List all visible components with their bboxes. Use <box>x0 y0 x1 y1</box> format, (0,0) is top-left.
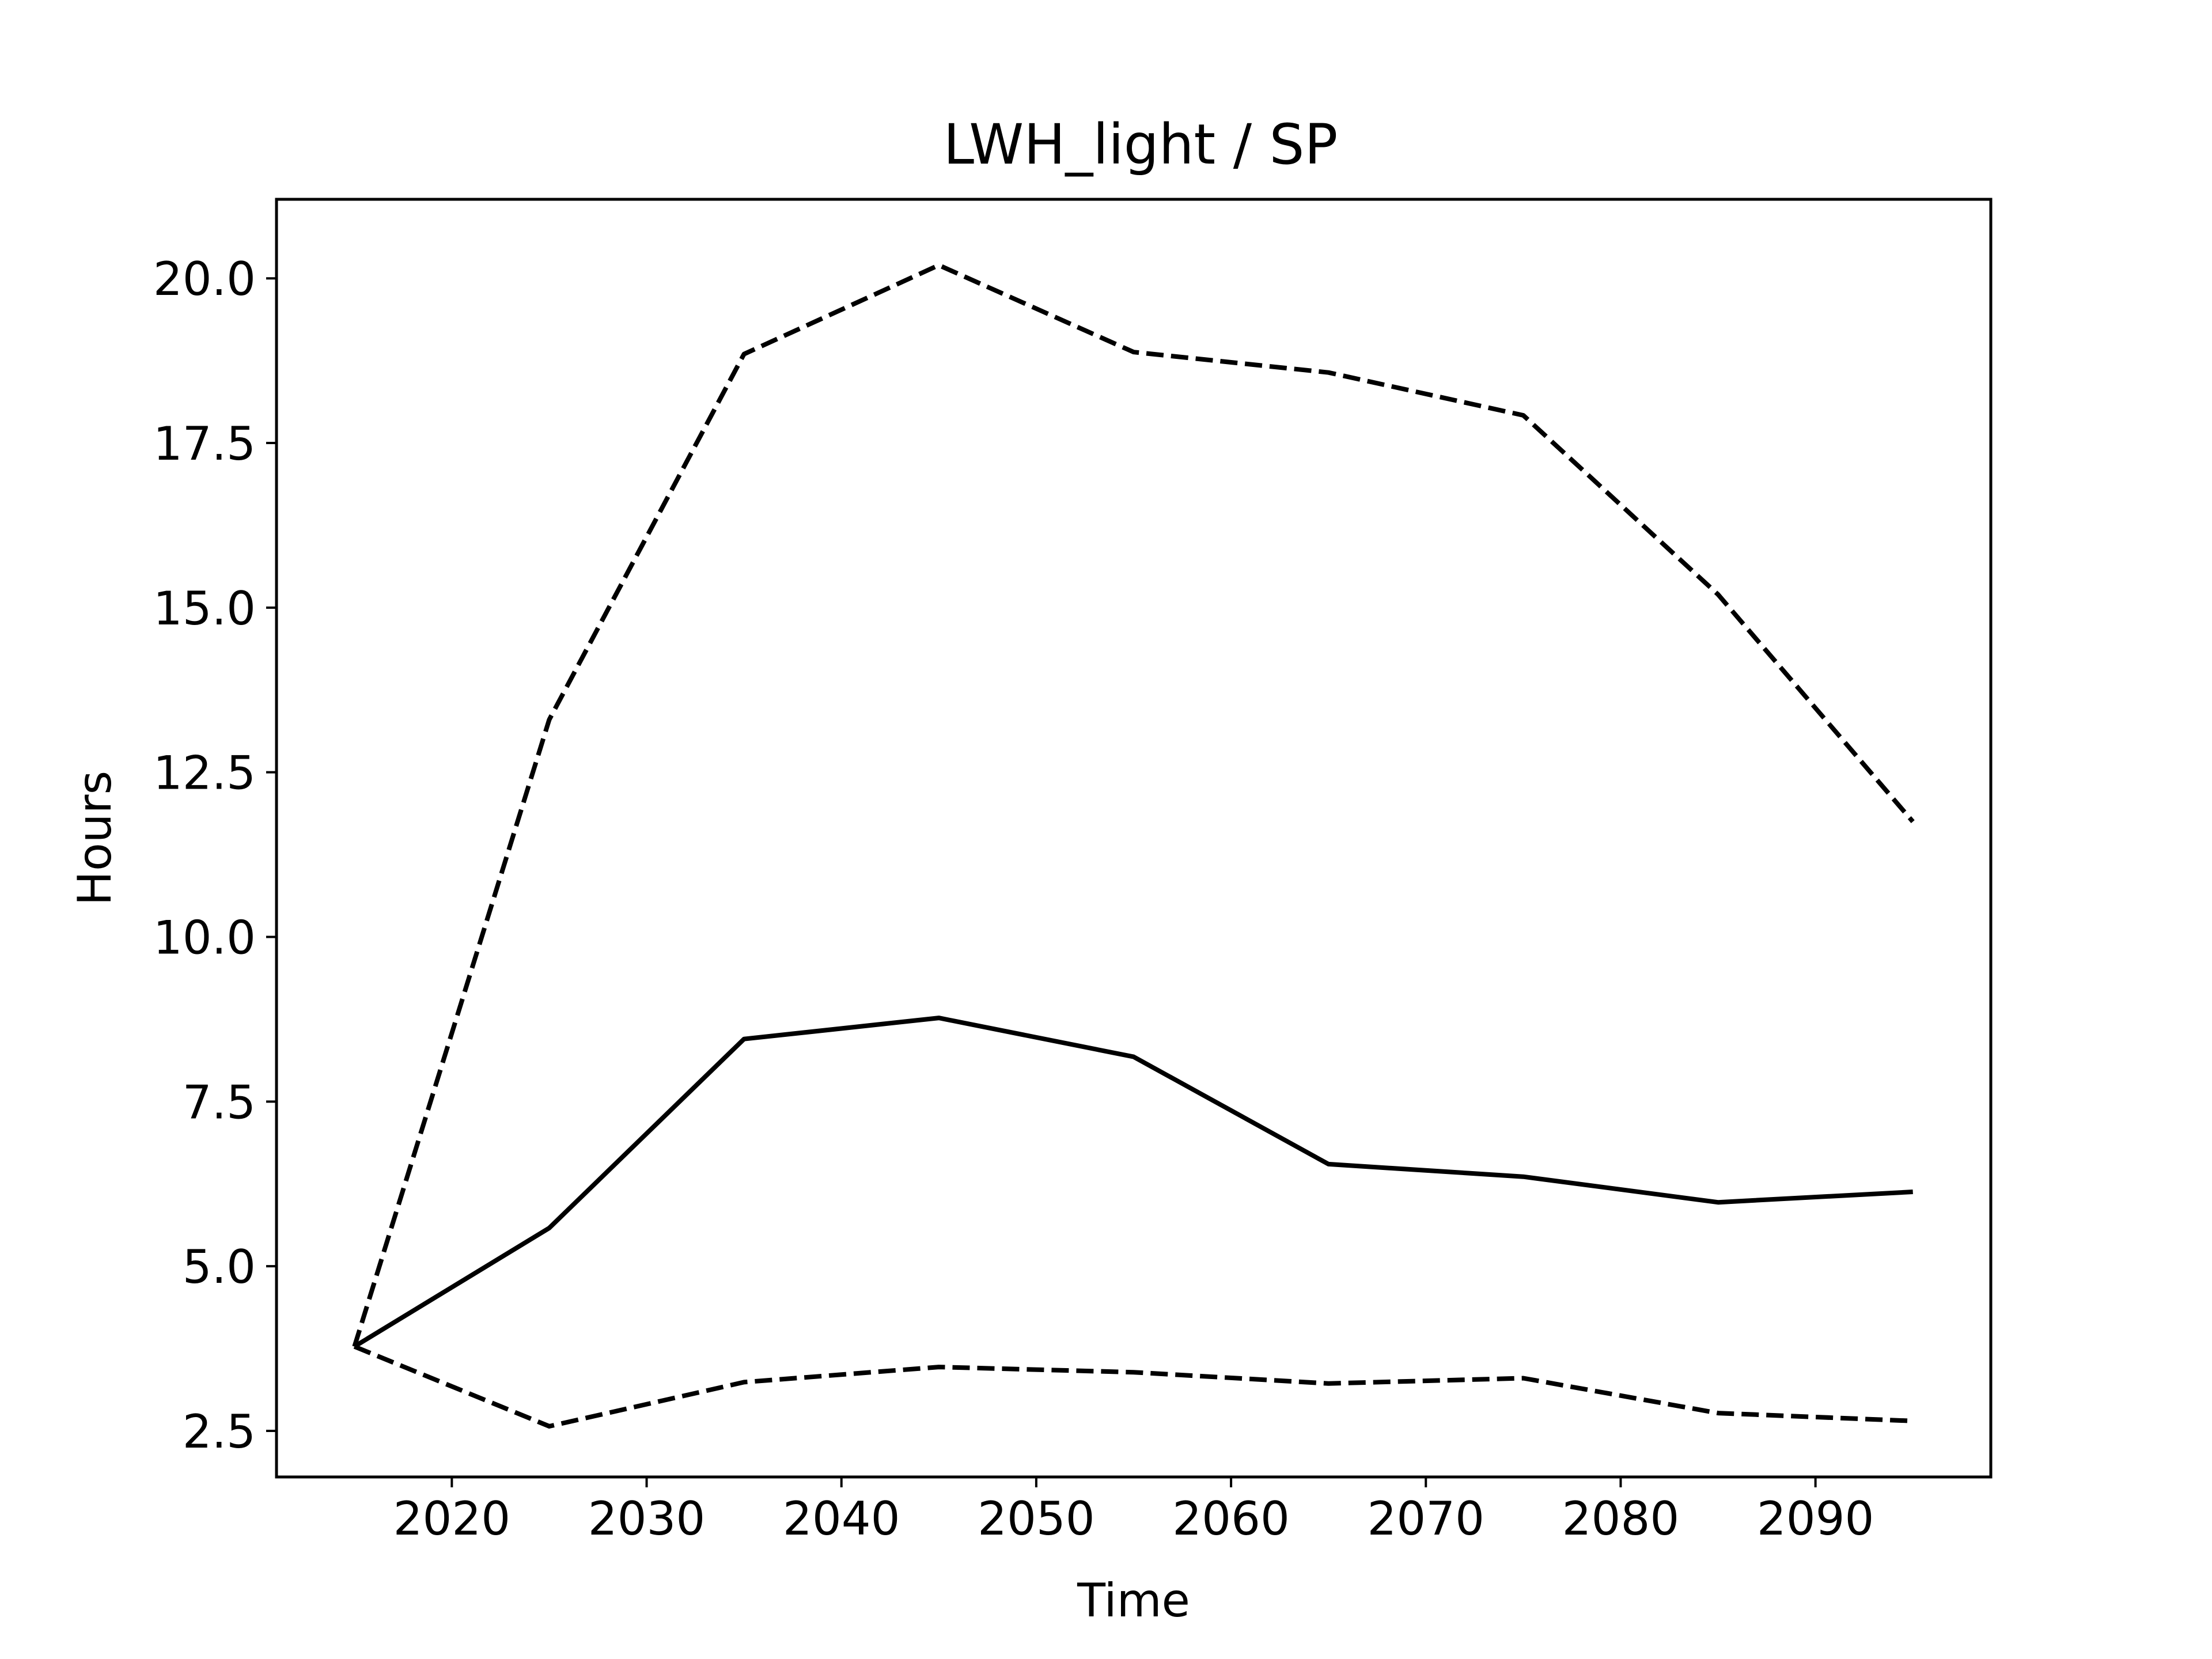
plot-frame <box>275 198 1993 1479</box>
x-tick-label: 2070 <box>1367 1492 1484 1546</box>
y-tick-label: 10.0 <box>153 911 256 964</box>
series-line-1 <box>353 1016 1913 1349</box>
x-axis-ticks: 2020 2030 2040 2050 2060 2070 2080 2090 <box>393 1477 1874 1546</box>
series-line-2 <box>353 1344 1913 1429</box>
y-tick-label: 5.0 <box>183 1240 256 1294</box>
x-tick-label: 2020 <box>393 1492 511 1546</box>
y-axis-label: Hours <box>68 771 122 906</box>
y-axis-ticks: 2.5 5.0 7.5 10.0 12.5 15.0 17.5 20.0 <box>153 252 276 1459</box>
x-tick-label: 2080 <box>1562 1492 1680 1546</box>
x-tick-label: 2050 <box>978 1492 1095 1546</box>
y-tick-label: 7.5 <box>183 1075 256 1129</box>
series-layer <box>352 263 1915 1429</box>
x-tick-label: 2040 <box>783 1492 900 1546</box>
y-tick-label: 12.5 <box>153 747 256 800</box>
y-tick-label: 20.0 <box>153 252 256 306</box>
chart-title: LWH_light / SP <box>944 112 1338 177</box>
x-tick-label: 2030 <box>588 1492 706 1546</box>
y-tick-label: 17.5 <box>153 417 256 471</box>
series-line-0 <box>352 263 1915 1347</box>
y-tick-label: 15.0 <box>153 582 256 635</box>
x-axis-label: Time <box>1077 1574 1190 1627</box>
x-tick-label: 2090 <box>1757 1492 1874 1546</box>
y-tick-label: 2.5 <box>183 1405 256 1459</box>
x-tick-label: 2060 <box>1172 1492 1290 1546</box>
